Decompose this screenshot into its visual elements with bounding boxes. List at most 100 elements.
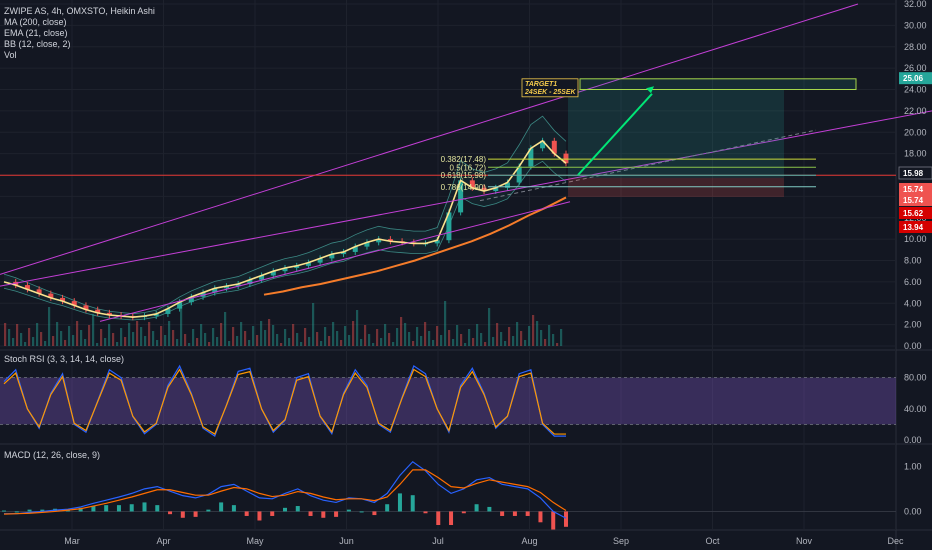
legend-macd[interactable]: MACD (12, 26, close, 9) [4,450,101,460]
macd-histogram-bar [334,511,339,517]
volume-bar [284,329,287,346]
macd-histogram-bar [219,502,224,512]
macd-histogram-bar [104,505,109,512]
volume-bar [480,333,483,346]
macd-pane [0,460,896,530]
candle-body [540,140,546,149]
volume-bar [324,327,327,346]
volume-bar [336,331,339,346]
candle-body [493,187,499,192]
volume-bar [104,338,107,346]
volume-bar [180,305,183,346]
candle-body [341,251,347,255]
macd-histogram-bar [283,507,287,512]
macd-histogram-bar [129,504,134,512]
macd-legend[interactable]: MACD (12, 26, close, 9) [4,450,100,461]
volume-bar [40,332,43,346]
volume-bar [308,337,311,346]
volume-bar [200,324,203,346]
volume-bar [84,339,87,346]
legend-ma[interactable]: MA (200, close) [4,17,67,27]
volume-bar [8,329,11,346]
volume-bar [228,341,231,346]
price-tick-label: 20.00 [904,127,927,137]
volume-bar [112,333,115,346]
volume-bar [172,330,175,346]
volume-bar [512,336,515,346]
macd-histogram-bar [295,506,300,512]
ema-line [3,139,567,318]
volume-bar [436,326,439,346]
target-arrow [577,93,653,176]
candle-body [528,148,534,167]
volume-bar [164,335,167,346]
price-tag-label: 15.62 [903,209,924,218]
fib-label: 0.786(14.90) [441,183,487,192]
volume-bar [524,340,527,346]
price-tick-label: 22.00 [904,106,927,116]
target-box [579,78,857,90]
volume-bar [28,328,31,346]
volume-bar [16,324,19,346]
legend-ema[interactable]: EMA (21, close) [4,28,68,38]
macd-histogram-bar [168,511,173,515]
volume-bar [540,330,543,346]
volume-bar [544,339,547,346]
rsi-legend[interactable]: Stoch RSI (3, 3, 14, 14, close) [4,354,124,365]
price-tick-label: 28.00 [904,42,927,52]
candle-body [235,284,241,287]
fib-label: 0.5(16.72) [450,163,487,172]
macd-histogram-bar [206,509,211,512]
volume-bar [372,343,375,346]
volume-bar [12,338,15,346]
volume-bar [280,343,283,346]
candle-body [153,313,159,317]
macd-histogram-bar [14,511,19,513]
volume-bar [548,325,551,346]
price-tag [899,194,932,206]
macd-histogram-bar [193,511,198,517]
volume-bar [388,333,391,346]
macd-histogram-bar [244,511,249,516]
candle-body [387,239,393,242]
volume-bar [556,343,559,346]
macd-histogram-bar [551,511,556,530]
candle-body [177,302,183,309]
volume-bar [460,334,463,346]
volume-bar [456,325,459,346]
macd-line [4,460,567,519]
legend-stoch-rsi[interactable]: Stoch RSI (3, 3, 14, 14, close) [4,354,125,364]
legend-title[interactable]: ZWIPE AS, 4h, OMXSTO, Heikin Ashi [4,6,155,16]
volume-bar [428,331,431,346]
legend-vol[interactable]: Vol [4,50,17,60]
volume-bar [396,328,399,346]
macd-tick-label: 0.00 [904,506,922,516]
macd-histogram-bar [359,511,364,513]
volume-bar [384,324,387,346]
volume-bar [488,308,491,346]
time-tick-label: Sep [613,536,629,546]
volume-bar [416,327,419,346]
macd-histogram-bar [27,509,32,512]
macd-histogram-bar [397,493,402,512]
volume-bar [24,342,27,346]
volume-bar [152,331,155,346]
price-tag [899,183,932,195]
volume-bar [504,341,507,346]
volume-bar [176,339,179,346]
rsi-tick-label: 80.00 [904,373,927,383]
volume-bar [132,332,135,346]
channel-lower-line [99,201,571,322]
target-label-box [521,78,579,98]
price-tag-label: 13.94 [903,223,924,232]
legend-bb[interactable]: BB (12, close, 2) [4,39,71,49]
volume-bar [400,317,403,346]
volume-bar [80,330,83,346]
candle-body [551,140,557,154]
volume-bar [208,342,211,346]
candle-body [83,305,89,310]
drawings: 0.382(17.48)0.5(16.72)0.618(15.98) 0.786(… [0,3,932,322]
macd-histogram-bar [270,511,275,516]
candle-body [504,182,510,188]
